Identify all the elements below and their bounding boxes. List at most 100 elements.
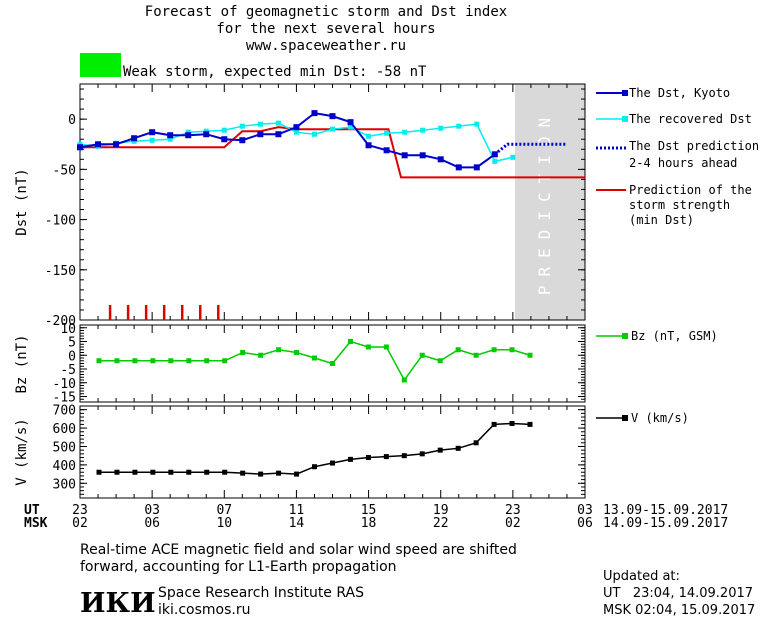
bz-point — [204, 358, 210, 364]
msk-tick-label: 14 — [289, 516, 305, 531]
v-point — [329, 460, 335, 466]
prediction-band — [515, 84, 585, 320]
bz-point — [222, 358, 228, 364]
ut-axis-label: UT — [24, 503, 40, 518]
dst-kyoto-point — [203, 131, 210, 138]
recovered-dst-point — [420, 127, 426, 133]
bz-point — [437, 358, 443, 364]
legend-recovered-dst-marker — [622, 116, 628, 122]
dst-kyoto-point — [293, 124, 300, 131]
v-point — [509, 420, 515, 426]
dst-kyoto-point — [113, 141, 120, 148]
recovered-dst-point — [438, 125, 444, 131]
chart-title-line1: Forecast of geomagnetic storm and Dst in… — [145, 4, 507, 20]
recovered-dst-point — [131, 138, 137, 144]
v-panel-frame — [79, 405, 586, 499]
recovered-dst-point — [456, 123, 462, 129]
bz-point — [150, 358, 156, 364]
recovered-dst-point — [492, 158, 498, 164]
legend-bz-label: Bz (nT, GSM) — [631, 329, 718, 343]
legend-v-marker — [622, 415, 628, 421]
bz-point — [455, 347, 461, 353]
bz-point — [347, 339, 353, 344]
dst-kyoto-point — [383, 147, 390, 154]
msk-tick-label: 06 — [577, 516, 593, 531]
dst-kyoto-point — [149, 129, 156, 136]
y-tick-label: -100 — [45, 214, 76, 229]
v-point — [312, 464, 317, 470]
msk-tick-label: 02 — [72, 516, 88, 531]
dst-ylabel: Dst (nT) — [14, 168, 30, 235]
legend-bz-marker — [622, 333, 628, 339]
recovered-dst-point — [275, 120, 281, 126]
recovered-dst-point — [402, 129, 408, 135]
iki-logo: ИКИ — [80, 588, 156, 619]
dst-kyoto-point — [77, 144, 83, 151]
updated-ut: UT 23:04, 14.09.2017 — [603, 586, 753, 601]
recovered-dst-point — [221, 127, 227, 133]
bz-ylabel: Bz (nT) — [14, 334, 30, 393]
v-point — [473, 440, 479, 446]
recovered-dst-point — [510, 154, 516, 160]
recovered-dst-point — [239, 123, 245, 129]
msk-axis-label: MSK — [24, 516, 48, 531]
v-point — [401, 453, 407, 459]
recovered-dst-point — [257, 121, 263, 127]
recovered-dst-point — [366, 133, 372, 139]
dst-kyoto-point — [455, 164, 462, 171]
ut-tick-label: 11 — [289, 503, 305, 518]
y-tick-label: 300 — [53, 477, 76, 492]
dst-kyoto-point — [365, 142, 372, 149]
y-tick-label: -50 — [53, 163, 76, 178]
storm-strength-line — [80, 126, 585, 179]
v-point — [455, 445, 461, 451]
bz-point — [258, 352, 264, 358]
dst-kyoto-point — [185, 132, 192, 139]
bz-point — [312, 355, 317, 361]
legend-storm-strength-label-2: storm strength — [629, 198, 730, 212]
dst-kyoto-point — [95, 141, 102, 148]
v-point — [222, 469, 228, 475]
dst-kyoto-point — [221, 136, 228, 143]
y-tick-label: -5 — [60, 363, 76, 378]
recovered-dst-point — [474, 121, 480, 127]
updated-msk: MSK 02:04, 15.09.2017 — [603, 603, 755, 618]
storm-level-swatch — [80, 53, 121, 77]
msk-date-range: 14.09-15.09.2017 — [603, 516, 728, 531]
recovered-dst-point — [167, 136, 173, 142]
v-point — [383, 454, 389, 460]
msk-tick-label: 02 — [505, 516, 521, 531]
bz-point — [294, 350, 300, 355]
v-point — [96, 469, 102, 475]
y-tick-label: -150 — [45, 264, 76, 279]
v-point — [276, 470, 282, 476]
chart-title-line3: www.spaceweather.ru — [246, 38, 406, 54]
dst-kyoto-line — [79, 112, 496, 169]
ut-tick-label: 07 — [216, 503, 232, 518]
v-point — [347, 456, 353, 462]
footer-note-line2: forward, accounting for L1-Earth propaga… — [80, 559, 397, 575]
dst-prediction-line — [493, 142, 567, 156]
y-tick-label: 600 — [53, 422, 76, 437]
y-tick-label: 10 — [60, 322, 76, 337]
y-tick-label: -15 — [53, 391, 76, 406]
recovered-dst-point — [348, 124, 354, 130]
ut-tick-label: 03 — [577, 503, 593, 518]
bz-point — [527, 352, 533, 358]
bz-point — [114, 358, 120, 364]
dst-kyoto-point — [257, 131, 264, 138]
bz-point — [365, 344, 371, 350]
v-point — [132, 469, 138, 475]
v-panel: 700 600 500 400 300 V (km/s) — [14, 404, 586, 499]
dst-kyoto-point — [437, 156, 444, 163]
recovered-dst-point — [311, 131, 317, 137]
msk-tick-label: 10 — [216, 516, 232, 531]
y-tick-label: 400 — [53, 459, 76, 474]
recovered-dst-point — [384, 130, 390, 136]
dst-kyoto-point — [167, 132, 174, 139]
chart-title-line2: for the next several hours — [216, 21, 435, 37]
y-tick-label: -10 — [53, 377, 76, 392]
v-point — [186, 469, 192, 475]
